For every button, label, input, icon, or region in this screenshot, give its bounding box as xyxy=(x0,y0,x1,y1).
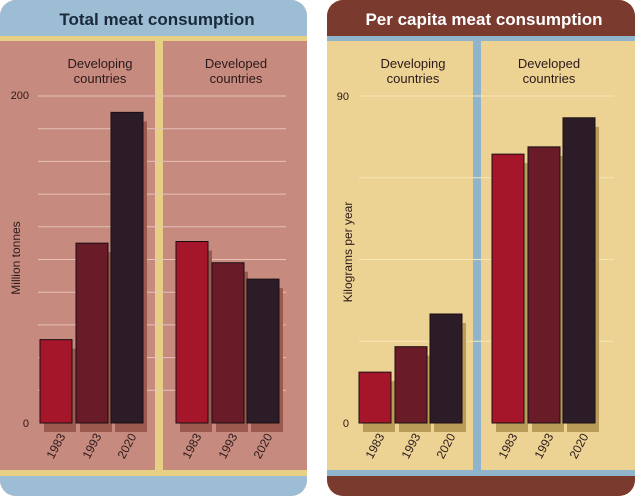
left-panel: Total meat consumption Developing countr… xyxy=(0,0,307,496)
left-group1-label-line1: Developing xyxy=(67,56,132,71)
right-ytick-top: 90 xyxy=(337,91,349,103)
left-panel-header xyxy=(0,0,307,36)
bar-left-g2-2020 xyxy=(246,278,280,424)
right-panel-footer xyxy=(327,476,635,496)
left-bars xyxy=(39,111,283,432)
bar-left-g1-1993 xyxy=(75,242,109,424)
left-group1-label-line2: countries xyxy=(74,71,127,86)
right-panel-top-stripe xyxy=(327,36,635,41)
left-ytick-bottom: 0 xyxy=(23,418,29,430)
right-panel-bottom-stripe xyxy=(327,470,635,476)
bar-left-g2-1983 xyxy=(175,241,209,424)
right-chart-title: Per capita meat consumption xyxy=(365,10,602,29)
right-y-axis-label: Kilograms per year xyxy=(341,202,355,303)
right-bars xyxy=(358,117,599,433)
left-y-axis-label: Million tonnes xyxy=(9,221,23,294)
bar-right-g2-2020 xyxy=(562,117,596,424)
bar-left-g2-1993 xyxy=(211,262,245,424)
bar-right-g1-1983 xyxy=(358,371,392,424)
left-group2-label-line1: Developed xyxy=(205,56,267,71)
right-ytick-bottom: 0 xyxy=(343,418,349,430)
bar-right-g1-1993 xyxy=(394,346,428,424)
left-panel-bottom-stripe xyxy=(0,470,307,476)
right-group1-label-line1: Developing xyxy=(380,56,445,71)
right-group-divider xyxy=(473,41,481,470)
bar-right-g1-2020 xyxy=(429,313,463,424)
left-panel-footer xyxy=(0,476,307,496)
bar-right-g2-1983 xyxy=(491,153,525,424)
right-panel-header xyxy=(327,0,635,36)
right-group1-label-line2: countries xyxy=(387,71,440,86)
left-group2-label-line2: countries xyxy=(210,71,263,86)
left-group-divider xyxy=(155,41,163,470)
bar-left-g1-2020 xyxy=(110,111,144,424)
bar-left-g1-1983 xyxy=(39,339,73,424)
right-group2-label-line2: countries xyxy=(523,71,576,86)
left-chart-title: Total meat consumption xyxy=(59,10,254,29)
left-panel-top-stripe xyxy=(0,36,307,41)
right-group2-label-line1: Developed xyxy=(518,56,580,71)
left-ytick-top: 200 xyxy=(11,90,29,102)
bar-right-g2-1993 xyxy=(527,146,561,424)
right-panel: Per capita meat consumption Developing c… xyxy=(327,0,635,496)
